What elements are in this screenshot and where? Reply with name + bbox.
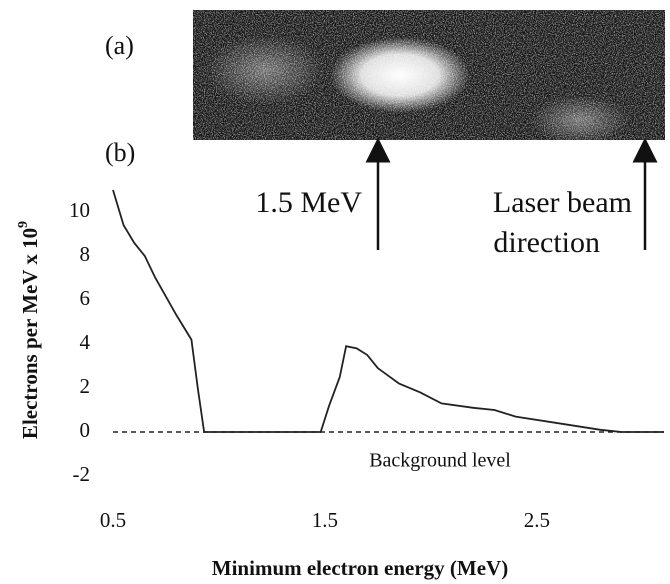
annotation: Laser beam (493, 186, 632, 219)
x-axis-label: Minimum electron energy (MeV) (212, 556, 508, 580)
x-tick-label: 1.5 (312, 508, 338, 532)
y-tick-label: -2 (73, 462, 91, 486)
annotation: direction (493, 226, 600, 259)
annotation: Background level (369, 450, 511, 472)
y-axis-label-exp: 9 (16, 221, 31, 228)
y-tick-label: 0 (80, 418, 91, 442)
electron-image (193, 10, 665, 145)
y-tick-label: 10 (69, 198, 90, 222)
x-tick-label: 0.5 (100, 508, 126, 532)
y-tick-label: 8 (80, 242, 91, 266)
panel-label: (b) (105, 138, 135, 167)
x-tick-label: 2.5 (524, 508, 550, 532)
y-tick-label: 2 (80, 374, 91, 398)
annotation: 1.5 MeV (255, 186, 362, 219)
y-axis-label: Electrons per MeV x 109 (16, 221, 42, 439)
y-axis-label-text: Electrons per MeV x 10 (18, 228, 42, 439)
y-tick-label: 4 (80, 330, 91, 354)
figure: (a) (b) 1.5 MeV Laser beam direction Bac… (0, 0, 670, 584)
y-tick-label: 6 (80, 286, 91, 310)
panel-label: (a) (105, 31, 134, 60)
